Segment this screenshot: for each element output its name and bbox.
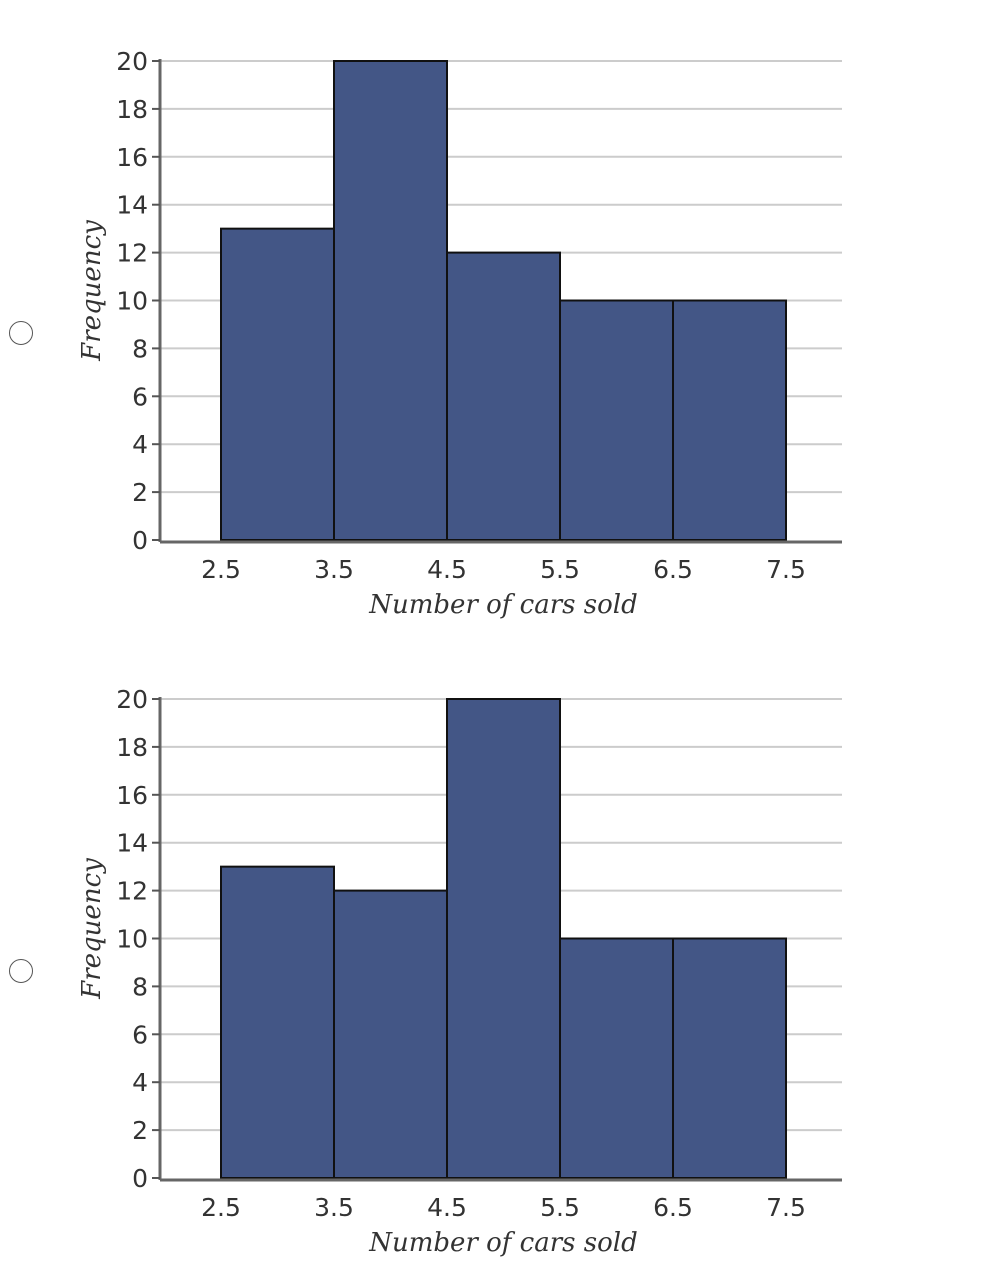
answer-option-1[interactable]: 0 2 4 6 8 10 12 14 16 18 20 2.5 3.5 4.5 5.5 6.5 7.5 Numbe… bbox=[0, 0, 995, 640]
y-tick-label: 0 bbox=[132, 526, 148, 555]
x-tick-label: 5.5 bbox=[540, 555, 580, 584]
x-tick-label: 4.5 bbox=[427, 555, 467, 584]
y-tick-label: 12 bbox=[116, 877, 148, 906]
y-tick-label: 8 bbox=[132, 972, 148, 1001]
y-tick-label: 16 bbox=[116, 143, 148, 172]
y-tick-label: 2 bbox=[132, 1116, 148, 1145]
y-tick-label: 12 bbox=[116, 239, 148, 268]
histogram-bar bbox=[446, 698, 561, 1179]
y-tick-label: 18 bbox=[116, 95, 148, 124]
y-tick-label: 20 bbox=[116, 47, 148, 76]
histogram-bar bbox=[446, 251, 561, 541]
y-tick-label: 6 bbox=[132, 382, 148, 411]
x-axis-title: Number of cars sold bbox=[368, 590, 637, 620]
x-tick-label: 7.5 bbox=[766, 1193, 806, 1222]
x-tick-label: 2.5 bbox=[201, 555, 241, 584]
histogram-bar bbox=[672, 937, 787, 1179]
radio-button-2[interactable] bbox=[9, 959, 33, 983]
radio-button-1[interactable] bbox=[9, 321, 33, 345]
answer-option-2[interactable]: 0 2 4 6 8 10 12 14 16 18 20 2.5 3.5 4.5 5.5 6.5 7.5 Numbe… bbox=[0, 638, 995, 1278]
y-tick-label: 6 bbox=[132, 1020, 148, 1049]
x-tick-label: 6.5 bbox=[653, 555, 693, 584]
y-tick-label: 10 bbox=[116, 287, 148, 316]
y-tick-label: 10 bbox=[116, 925, 148, 954]
y-tick-label: 20 bbox=[116, 685, 148, 714]
x-tick-label: 3.5 bbox=[314, 555, 354, 584]
y-axis-title: Frequency bbox=[77, 858, 107, 1000]
x-tick-label: 3.5 bbox=[314, 1193, 354, 1222]
y-tick-label: 14 bbox=[116, 829, 148, 858]
y-tick-label: 4 bbox=[132, 430, 148, 459]
y-tick-label: 18 bbox=[116, 733, 148, 762]
histogram-1: 0 2 4 6 8 10 12 14 16 18 20 2.5 3.5 4.5 5.5 6.5 7.5 Numbe… bbox=[77, 47, 842, 620]
histogram-bar bbox=[333, 60, 448, 541]
x-axis-title: Number of cars sold bbox=[368, 1228, 637, 1258]
histogram-bar bbox=[559, 299, 674, 541]
x-tick-label: 4.5 bbox=[427, 1193, 467, 1222]
y-tick-label: 16 bbox=[116, 781, 148, 810]
histogram-2: 0 2 4 6 8 10 12 14 16 18 20 2.5 3.5 4.5 5.5 6.5 7.5 Numbe… bbox=[77, 685, 842, 1258]
histogram-bar bbox=[220, 227, 335, 541]
x-tick-label: 5.5 bbox=[540, 1193, 580, 1222]
y-tick-label: 14 bbox=[116, 191, 148, 220]
x-tick-label: 7.5 bbox=[766, 555, 806, 584]
histogram-bar bbox=[672, 299, 787, 541]
y-tick-label: 8 bbox=[132, 334, 148, 363]
y-tick-label: 0 bbox=[132, 1164, 148, 1193]
x-tick-label: 2.5 bbox=[201, 1193, 241, 1222]
y-axis-title: Frequency bbox=[77, 220, 107, 362]
x-tick-label: 6.5 bbox=[653, 1193, 693, 1222]
y-tick-label: 2 bbox=[132, 478, 148, 507]
y-tick-label: 4 bbox=[132, 1068, 148, 1097]
histogram-bar bbox=[333, 889, 448, 1179]
histogram-bar bbox=[220, 865, 335, 1179]
histogram-bar bbox=[559, 937, 674, 1179]
